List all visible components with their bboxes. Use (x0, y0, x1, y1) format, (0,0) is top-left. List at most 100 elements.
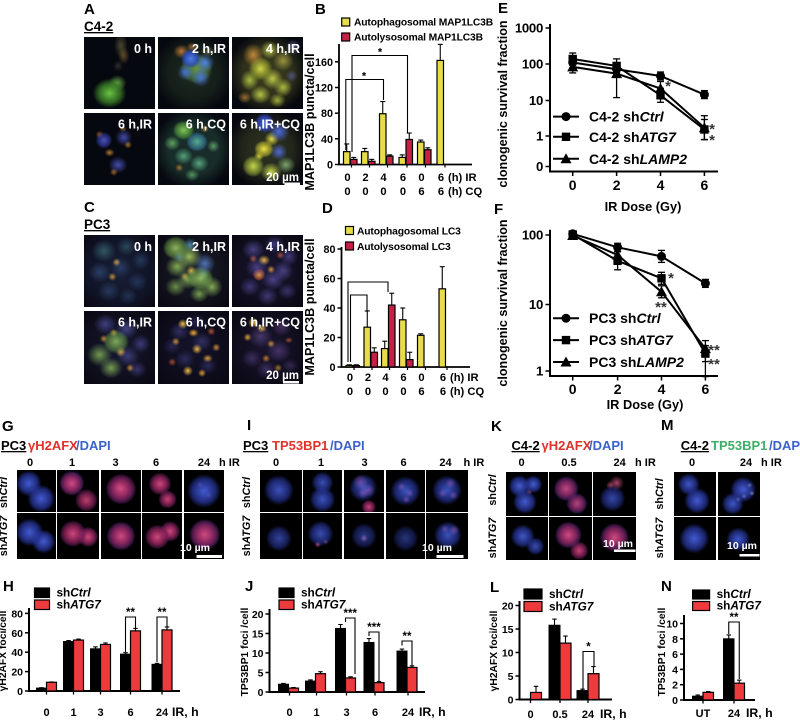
svg-text:6: 6 (440, 386, 446, 398)
svg-text:20: 20 (11, 667, 23, 679)
svg-text:B: B (315, 1, 326, 18)
svg-text:**: ** (708, 342, 720, 359)
svg-text:PC3 shCtrl: PC3 shCtrl (589, 310, 662, 326)
svg-text:C4-2 shCtrl: C4-2 shCtrl (589, 109, 665, 125)
svg-text:IR, h: IR, h (600, 707, 627, 721)
svg-text:**: ** (158, 607, 167, 619)
svg-text:1: 1 (70, 707, 76, 719)
svg-text:6: 6 (418, 186, 424, 198)
svg-text:(h) IR: (h) IR (448, 172, 477, 184)
svg-text:10 µm: 10 µm (727, 540, 757, 552)
svg-text:120: 120 (315, 83, 333, 95)
svg-text:0: 0 (273, 457, 279, 469)
svg-text:1: 1 (69, 457, 75, 469)
svg-text:0: 0 (17, 686, 23, 698)
svg-text:1: 1 (536, 364, 543, 379)
svg-text:shCtrl: shCtrl (717, 587, 752, 601)
svg-text:0: 0 (347, 372, 353, 384)
svg-text:100: 100 (522, 57, 543, 72)
svg-text:*: * (709, 132, 715, 149)
svg-text:*: * (362, 71, 367, 83)
svg-text:*: * (668, 270, 674, 287)
svg-text:2: 2 (672, 680, 678, 692)
svg-text:0: 0 (329, 362, 335, 374)
svg-text:shATG7: shATG7 (654, 517, 666, 559)
svg-text:6: 6 (701, 177, 709, 193)
svg-text:4: 4 (380, 172, 387, 184)
svg-text:4 h,IR: 4 h,IR (266, 42, 300, 56)
svg-text:40: 40 (11, 647, 23, 659)
svg-text:IR, h: IR, h (172, 705, 199, 719)
svg-text:C4-2: C4-2 (84, 19, 113, 34)
svg-text:6 h,CQ: 6 h,CQ (186, 118, 227, 132)
svg-text:PC3: PC3 (84, 217, 111, 232)
svg-text:10 µm: 10 µm (180, 542, 210, 554)
svg-text:h IR: h IR (464, 457, 485, 469)
svg-text:K: K (491, 418, 502, 435)
svg-text:10 µm: 10 µm (603, 538, 633, 550)
svg-text:L: L (490, 579, 499, 596)
svg-text:0: 0 (344, 172, 350, 184)
svg-text:3: 3 (112, 457, 118, 469)
svg-text:1000: 1000 (515, 21, 543, 36)
svg-text:80: 80 (323, 244, 335, 256)
svg-text:10 µm: 10 µm (422, 542, 452, 554)
svg-text:(h) CQ: (h) CQ (448, 186, 482, 198)
svg-text:*: * (378, 47, 383, 59)
svg-text:/DAPI: /DAPI (589, 438, 624, 453)
svg-text:4: 4 (672, 664, 678, 676)
svg-text:shATG7: shATG7 (57, 598, 103, 612)
svg-text:24: 24 (198, 457, 211, 469)
svg-text:6 h,IR+CQ: 6 h,IR+CQ (240, 316, 300, 330)
svg-text:4: 4 (657, 177, 665, 193)
svg-text:80: 80 (321, 108, 333, 120)
svg-text:0: 0 (508, 695, 514, 707)
svg-text:8: 8 (672, 634, 678, 646)
svg-text:0: 0 (43, 707, 49, 719)
svg-text:6: 6 (418, 386, 424, 398)
svg-text:F: F (494, 201, 503, 218)
svg-text:0: 0 (418, 372, 424, 384)
svg-text:10: 10 (666, 619, 678, 631)
svg-text:shATG7: shATG7 (549, 600, 595, 614)
svg-text:3: 3 (97, 707, 103, 719)
svg-text:**: ** (126, 607, 135, 619)
svg-text:**: ** (730, 612, 739, 624)
svg-text:160: 160 (315, 57, 333, 69)
svg-text:Autolysosomal LC3: Autolysosomal LC3 (357, 242, 451, 253)
svg-text:PC3 shLAMP2: PC3 shLAMP2 (589, 354, 684, 370)
svg-text:0: 0 (527, 709, 533, 721)
svg-text:24: 24 (582, 709, 595, 721)
svg-text:2 h,IR: 2 h,IR (192, 240, 226, 254)
svg-text:*: * (709, 121, 715, 138)
svg-text:*: * (665, 78, 671, 95)
svg-text:shCtrl: shCtrl (487, 473, 499, 505)
svg-text:shCtrl: shCtrl (549, 587, 584, 601)
svg-text:0: 0 (569, 381, 577, 397)
svg-text:TP53BP1 foci /cell: TP53BP1 foci /cell (240, 608, 251, 697)
svg-text:h IR: h IR (635, 457, 656, 469)
svg-text:60: 60 (323, 274, 335, 286)
svg-text:shATG7: shATG7 (487, 517, 499, 559)
svg-text:24: 24 (402, 707, 415, 719)
svg-text:C4-2: C4-2 (512, 438, 540, 453)
svg-text:Autolysosomal MAP1LC3B: Autolysosomal MAP1LC3B (354, 33, 483, 44)
svg-text:**: ** (708, 356, 720, 373)
svg-text:shATG7: shATG7 (0, 515, 10, 557)
svg-text:UT: UT (696, 708, 711, 720)
svg-text:shCtrl: shCtrl (654, 477, 666, 509)
svg-text:24: 24 (728, 708, 741, 720)
svg-text:C4-2 shLAMP2: C4-2 shLAMP2 (589, 151, 687, 167)
svg-text:**: ** (403, 631, 412, 643)
svg-text:shATG7: shATG7 (717, 599, 763, 613)
svg-text:G: G (2, 418, 14, 435)
svg-text:PC3 shATG7: PC3 shATG7 (589, 332, 674, 348)
svg-text:10: 10 (252, 648, 264, 660)
svg-text:6: 6 (438, 186, 444, 198)
svg-text:6: 6 (440, 372, 446, 384)
svg-text:Autophagosomal LC3: Autophagosomal LC3 (357, 227, 461, 238)
svg-text:0: 0 (400, 386, 406, 398)
svg-text:40: 40 (323, 303, 335, 315)
svg-text:20: 20 (252, 609, 264, 621)
svg-text:0: 0 (689, 457, 695, 469)
